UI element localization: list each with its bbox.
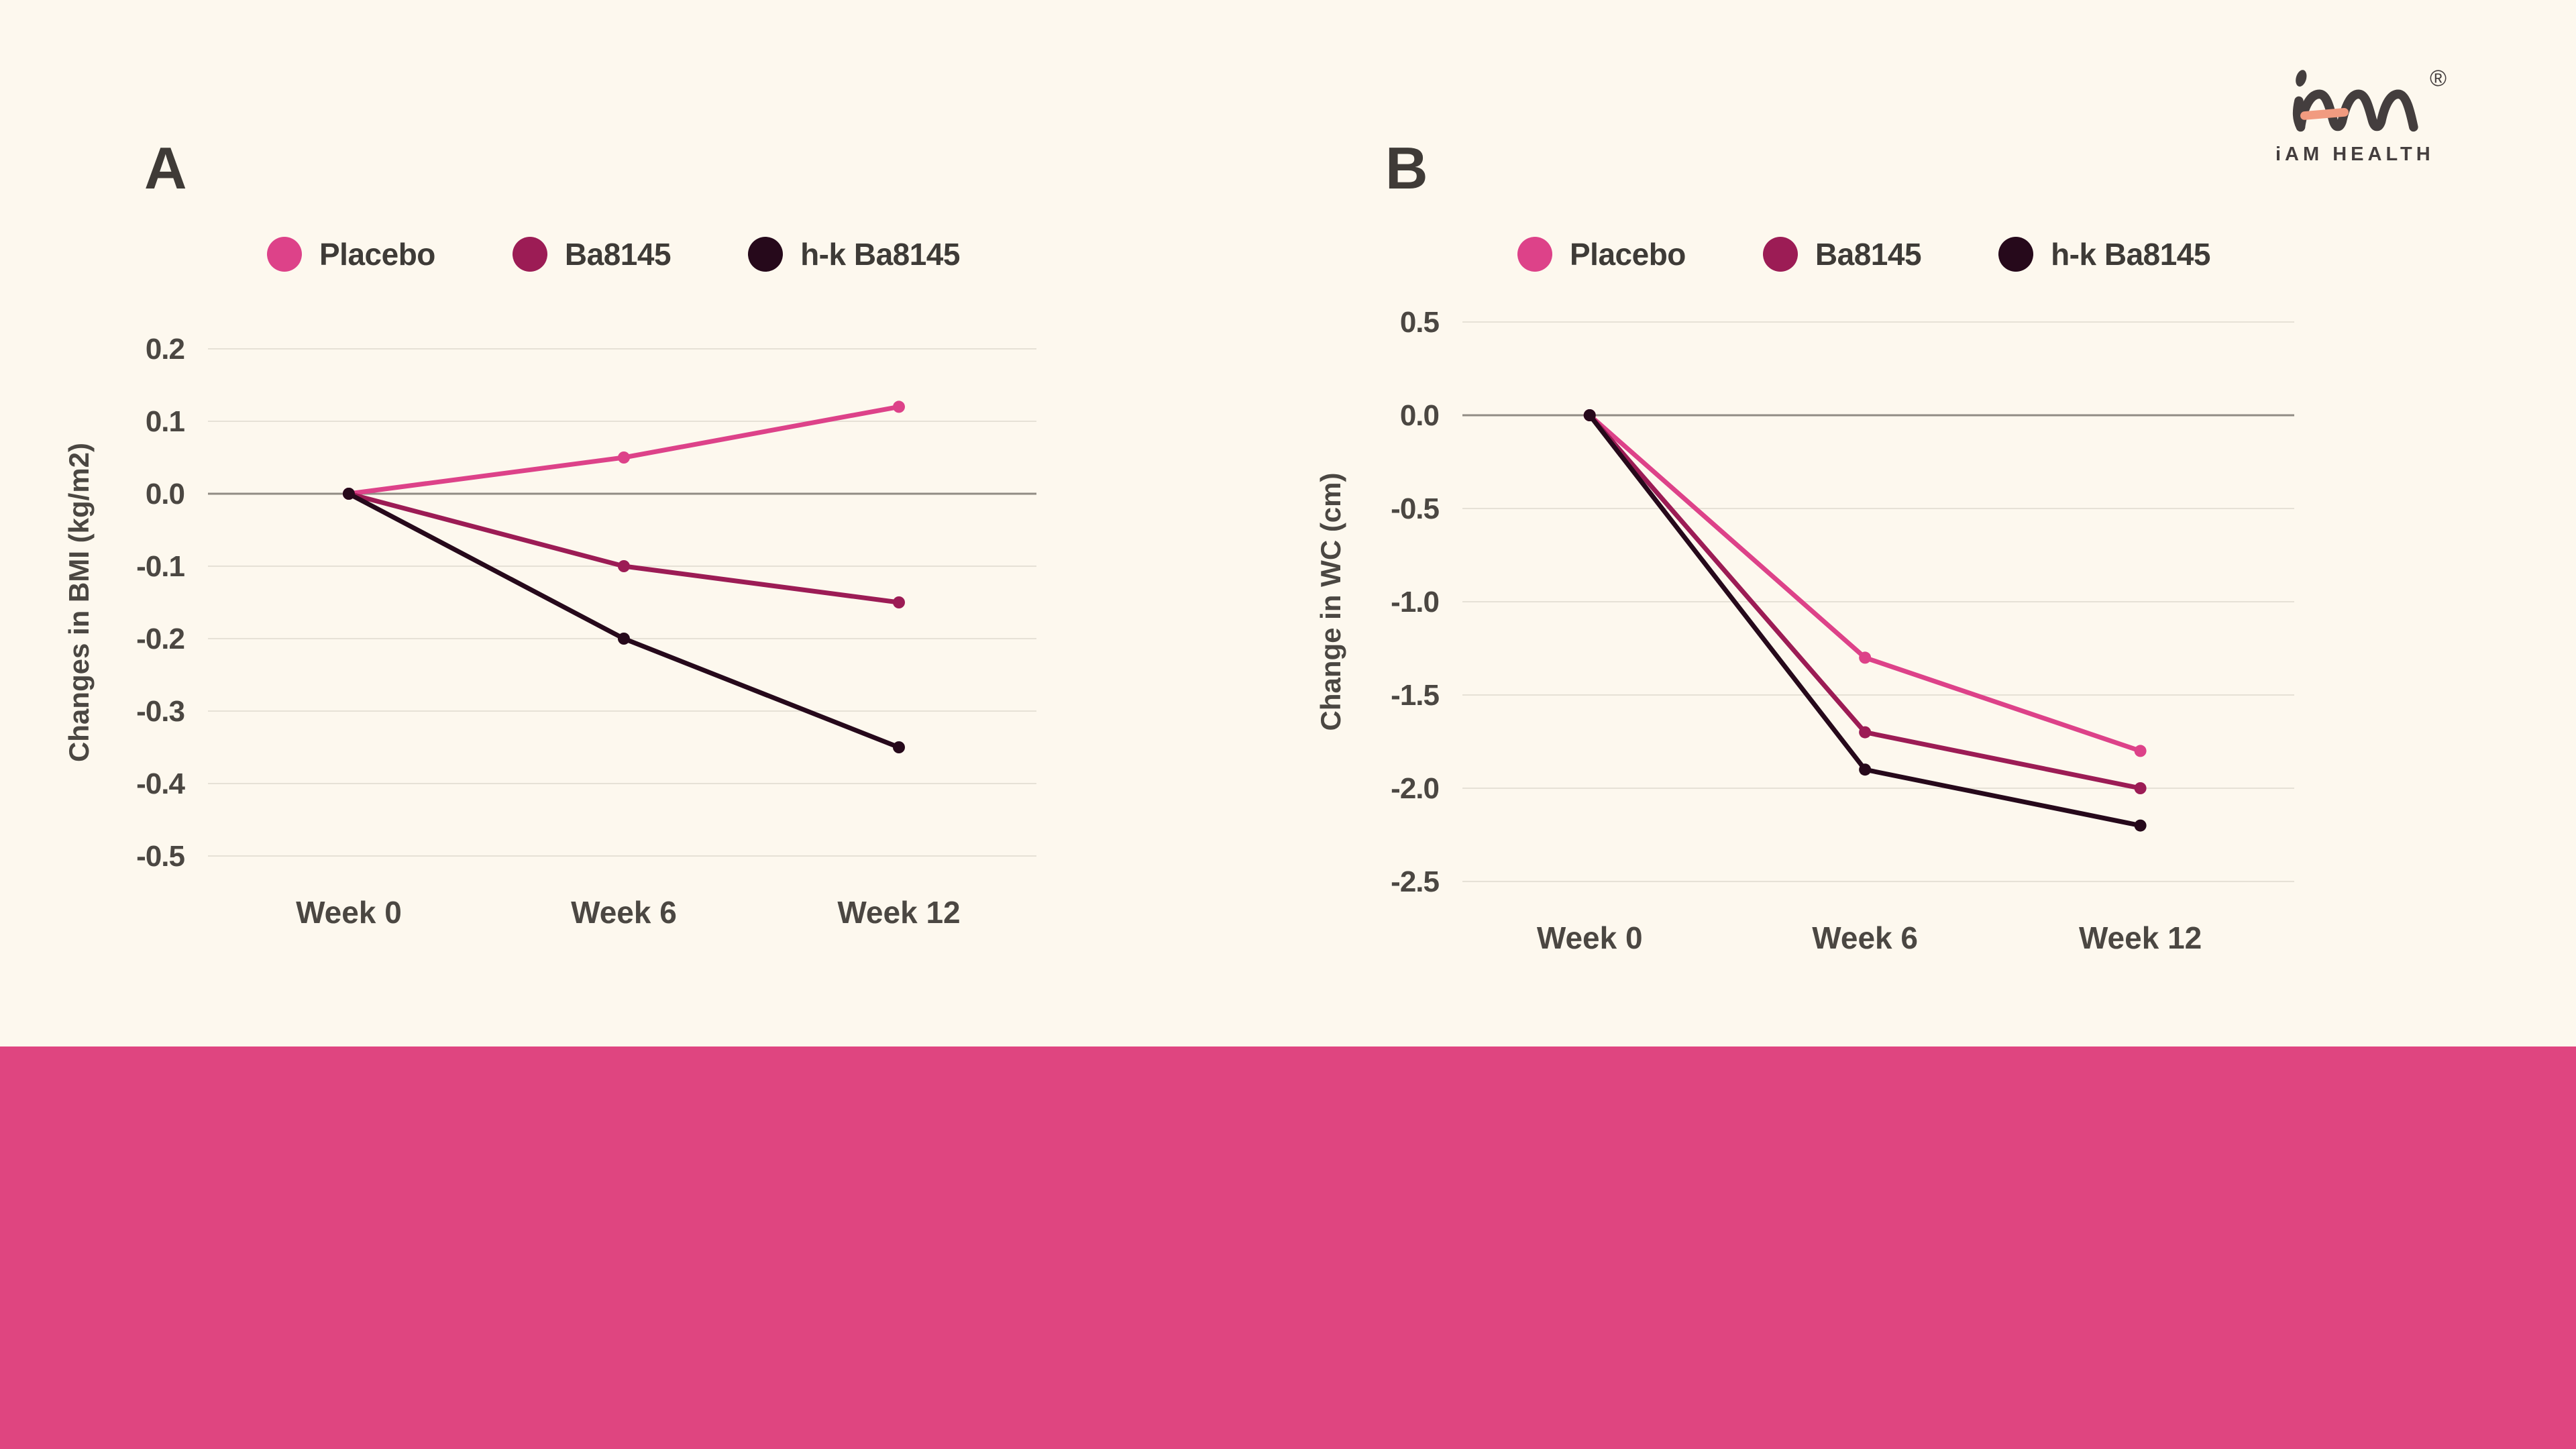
y-tick-label: 0.2 xyxy=(146,333,184,366)
iam-logo-icon xyxy=(2292,70,2418,132)
legend-chart-a: Placebo Ba8145 h-k Ba8145 xyxy=(267,236,960,272)
y-axis-title: Changes in BMI (kg/m2) xyxy=(63,443,95,762)
data-point xyxy=(892,596,905,608)
legend-item-ba8145: Ba8145 xyxy=(1762,236,1922,272)
legend-label-hk-ba8145: h-k Ba8145 xyxy=(2051,237,2210,272)
data-point xyxy=(892,400,905,413)
x-tick-label: Week 0 xyxy=(296,895,402,930)
footer-banner: Participants who took B. animalis CECT81… xyxy=(0,1046,2576,1449)
y-tick-label: -0.3 xyxy=(136,695,184,728)
legend-dot-placebo xyxy=(1517,237,1552,272)
data-point xyxy=(617,451,630,464)
legend-item-placebo: Placebo xyxy=(1517,236,1686,272)
x-tick-label: Week 6 xyxy=(1812,920,1918,955)
legend-chart-b: Placebo Ba8145 h-k Ba8145 xyxy=(1517,236,2210,272)
series-line-placebo xyxy=(346,404,902,496)
x-tick-label: Week 6 xyxy=(571,895,677,930)
x-tick-label: Week 12 xyxy=(837,895,960,930)
series-line-placebo xyxy=(1587,413,2143,753)
y-tick-label: -1.5 xyxy=(1391,679,1439,712)
y-tick-label: -0.5 xyxy=(1391,492,1439,525)
y-tick-label: -0.2 xyxy=(136,623,184,655)
legend-label-placebo: Placebo xyxy=(319,237,435,272)
legend-dot-ba8145 xyxy=(512,237,547,272)
data-point xyxy=(617,633,630,645)
x-tick-label: Week 12 xyxy=(2079,920,2202,955)
y-tick-label: 0.0 xyxy=(1400,399,1439,432)
data-point xyxy=(1859,651,1872,664)
panel-label-a: A xyxy=(144,135,187,201)
data-point xyxy=(342,488,355,500)
data-point xyxy=(2134,782,2147,794)
series-line-h-k-ba8145 xyxy=(346,491,902,750)
data-point xyxy=(2134,819,2147,832)
y-tick-label: -1.0 xyxy=(1391,586,1439,619)
y-axis-title: Change in WC (cm) xyxy=(1315,473,1346,731)
legend-label-ba8145: Ba8145 xyxy=(1815,237,1922,272)
y-tick-label: 0.1 xyxy=(146,405,185,438)
legend-dot-ba8145 xyxy=(1762,237,1798,272)
legend-item-ba8145: Ba8145 xyxy=(512,236,672,272)
line-chart-bmi: 0.2 0.1 0.0 -0.1 -0.2 -0.3 -0.4 -0.5 Week 0 Week … xyxy=(63,333,1036,930)
legend-item-hk-ba8145: h-k Ba8145 xyxy=(748,236,960,272)
data-point xyxy=(1859,763,1872,776)
legend-dot-hk-ba8145 xyxy=(748,237,784,272)
x-tick-label: Week 0 xyxy=(1537,920,1643,955)
data-point xyxy=(2134,745,2147,757)
legend-dot-placebo xyxy=(267,237,302,272)
data-point xyxy=(892,741,905,753)
brand-name: iAM HEALTH xyxy=(2275,144,2434,165)
legend-item-placebo: Placebo xyxy=(267,236,435,272)
panel-label-b: B xyxy=(1385,135,1428,201)
y-tick-label: -0.5 xyxy=(136,840,184,873)
line-chart-wc: 0.5 0.0 -0.5 -1.0 -1.5 -2.0 -2.5 Week 0 Week 6 We… xyxy=(1315,306,2294,955)
brand-logo: ® iAM HEALTH xyxy=(2275,66,2457,166)
legend-label-ba8145: Ba8145 xyxy=(564,237,672,272)
registered-trademark-symbol: ® xyxy=(2430,66,2447,91)
y-tick-label: -0.4 xyxy=(136,767,185,800)
legend-label-placebo: Placebo xyxy=(1570,237,1686,272)
data-point xyxy=(1859,726,1872,739)
y-tick-label: 0.0 xyxy=(146,478,184,511)
legend-dot-hk-ba8145 xyxy=(1998,237,2034,272)
legend-label-hk-ba8145: h-k Ba8145 xyxy=(800,237,960,272)
y-tick-label: -0.1 xyxy=(136,550,184,583)
y-tick-label: -2.0 xyxy=(1391,772,1439,805)
series-line-ba8145 xyxy=(346,491,902,605)
y-tick-label: -2.5 xyxy=(1391,865,1439,898)
y-tick-label: 0.5 xyxy=(1400,306,1440,339)
data-point xyxy=(617,560,630,572)
legend-item-hk-ba8145: h-k Ba8145 xyxy=(1998,236,2210,272)
data-point xyxy=(1583,409,1596,421)
